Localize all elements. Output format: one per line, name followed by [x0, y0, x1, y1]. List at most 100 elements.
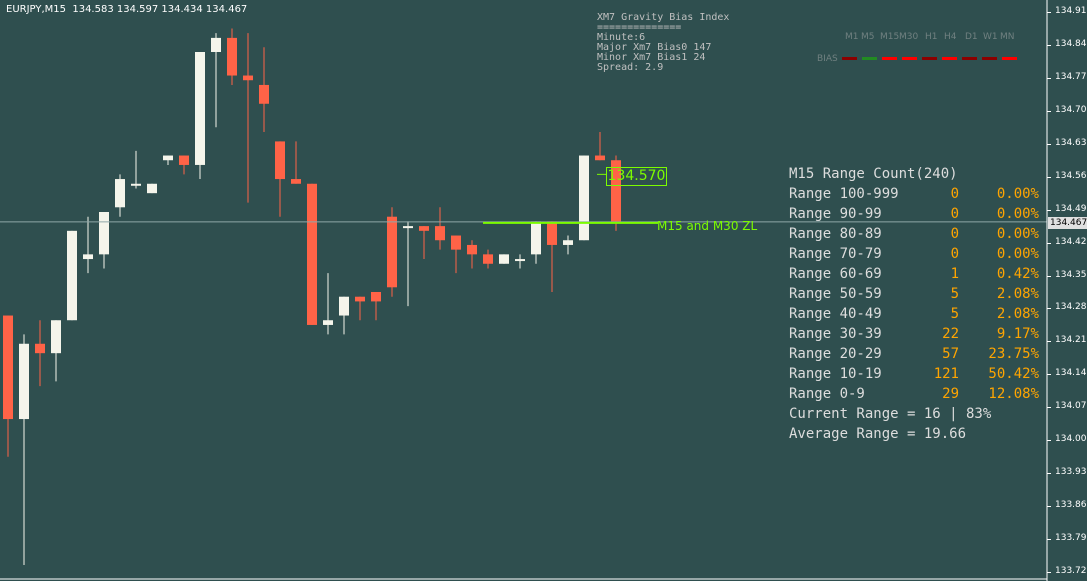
bear-candle[interactable] [387, 216, 397, 288]
bull-candle[interactable] [515, 259, 525, 262]
price-tick-label: 134.635 [1055, 137, 1087, 148]
range-label: Range 80-89 [789, 226, 882, 242]
gravity-minor: Minor Xm7 Bias1 24 [597, 52, 706, 63]
bear-candle[interactable] [483, 254, 493, 264]
bias-bar-mn [1002, 57, 1017, 60]
bias-bar-d1 [962, 57, 977, 60]
range-count: 0 [950, 206, 959, 222]
bull-candle[interactable] [339, 296, 349, 316]
bear-candle[interactable] [35, 343, 45, 354]
bull-candle[interactable] [131, 183, 141, 186]
bear-candle[interactable] [243, 75, 253, 81]
price-tick-mark [1047, 110, 1051, 112]
bear-candle[interactable] [451, 235, 461, 250]
price-tick-label: 134.425 [1055, 236, 1087, 247]
range-count: 29 [942, 386, 959, 402]
price-tick-label: 134.145 [1055, 368, 1087, 379]
range-percent: 0.00% [996, 186, 1039, 202]
range-label: Range 40-49 [789, 306, 882, 322]
range-percent: 23.75% [988, 346, 1039, 362]
bear-candle[interactable] [595, 155, 605, 161]
bear-candle[interactable] [179, 155, 189, 165]
price-tick-mark [1047, 341, 1051, 343]
range-percent: 2.08% [996, 306, 1039, 322]
bull-candle[interactable] [323, 320, 333, 325]
bull-candle[interactable] [19, 343, 29, 420]
range-label: Range 0-9 [789, 386, 865, 402]
range-percent: 12.08% [988, 386, 1039, 402]
range-row: Range 0-9 29 12.08% [789, 384, 1087, 404]
range-label: Range 20-29 [789, 346, 882, 362]
bias-bar-m1 [842, 57, 857, 60]
price-tick-mark [1047, 440, 1051, 442]
price-tick-label: 134.915 [1055, 6, 1087, 16]
range-row: Range 50-59 5 2.08% [789, 284, 1087, 304]
price-tick-mark [1047, 374, 1051, 376]
price-tick-mark [1047, 506, 1051, 508]
gravity-spread: Spread: 2.9 [597, 62, 664, 73]
bull-candle[interactable] [115, 179, 125, 208]
bull-candle[interactable] [531, 221, 541, 255]
price-tick-mark [1047, 473, 1051, 475]
bear-candle[interactable] [371, 292, 381, 302]
price-tick-label: 134.775 [1055, 71, 1087, 82]
range-label: Range 90-99 [789, 206, 882, 222]
bear-candle[interactable] [355, 296, 365, 302]
bear-candle[interactable] [419, 226, 429, 231]
bull-candle[interactable] [499, 254, 509, 264]
bear-candle[interactable] [467, 244, 477, 255]
tf-label: M1 [845, 32, 859, 42]
bull-candle[interactable] [563, 240, 573, 245]
bear-candle[interactable] [307, 183, 317, 325]
bias-bar-m15 [882, 57, 897, 60]
range-row: Range 10-19 121 50.42% [789, 364, 1087, 384]
price-tick-label: 134.845 [1055, 38, 1087, 49]
range-count: 22 [942, 326, 959, 342]
bear-candle[interactable] [275, 141, 285, 180]
bear-candle[interactable] [3, 315, 13, 420]
price-tick-mark [1047, 77, 1051, 79]
tf-label: H4 [944, 32, 957, 42]
price-tick-label: 134.495 [1055, 203, 1087, 214]
bull-candle[interactable] [403, 226, 413, 229]
symbol-header: EURJPY,M15 134.583 134.597 134.434 134.4… [6, 4, 248, 15]
price-tick-label: 134.285 [1055, 302, 1087, 313]
candles-group [3, 28, 621, 565]
bear-candle[interactable] [291, 179, 301, 184]
bull-candle[interactable] [147, 183, 157, 194]
range-row: Range 70-79 0 0.00% [789, 244, 1087, 264]
bear-candle[interactable] [227, 37, 237, 76]
bull-candle[interactable] [67, 230, 77, 321]
range-label: Range 60-69 [789, 266, 882, 282]
bull-candle[interactable] [579, 155, 589, 241]
tf-label: M15 [880, 32, 900, 42]
tf-label: D1 [965, 32, 978, 42]
price-tick-mark [1047, 143, 1051, 145]
bear-candle[interactable] [611, 160, 621, 222]
average-range: Average Range = 19.66 [789, 426, 967, 442]
bull-candle[interactable] [163, 155, 173, 161]
bull-candle[interactable] [51, 320, 61, 354]
price-tag-label[interactable]: 134.570 [606, 167, 667, 186]
gravity-minute: Minute:6 [597, 32, 646, 43]
bear-candle[interactable] [259, 84, 269, 104]
price-tick-label: 134.005 [1055, 434, 1087, 445]
bear-candle[interactable] [547, 221, 557, 245]
price-tick-mark [1047, 209, 1051, 211]
range-percent: 0.00% [996, 246, 1039, 262]
bias-label: BIAS [817, 54, 838, 64]
bull-candle[interactable] [99, 212, 109, 255]
price-tick-label: 134.215 [1055, 335, 1087, 346]
bull-candle[interactable] [211, 37, 221, 52]
bull-candle[interactable] [83, 254, 93, 260]
bull-candle[interactable] [195, 52, 205, 165]
range-row: Range 90-99 0 0.00% [789, 204, 1087, 224]
bias-bar-h4 [942, 57, 957, 60]
tf-label: M5 [861, 32, 875, 42]
range-percent: 0.00% [996, 226, 1039, 242]
price-axis[interactable]: 134.915 134.845 134.775 134.705 134.635 134.5… [1047, 0, 1087, 581]
range-row: Range 30-39 22 9.17% [789, 324, 1087, 344]
bear-candle[interactable] [435, 226, 445, 241]
